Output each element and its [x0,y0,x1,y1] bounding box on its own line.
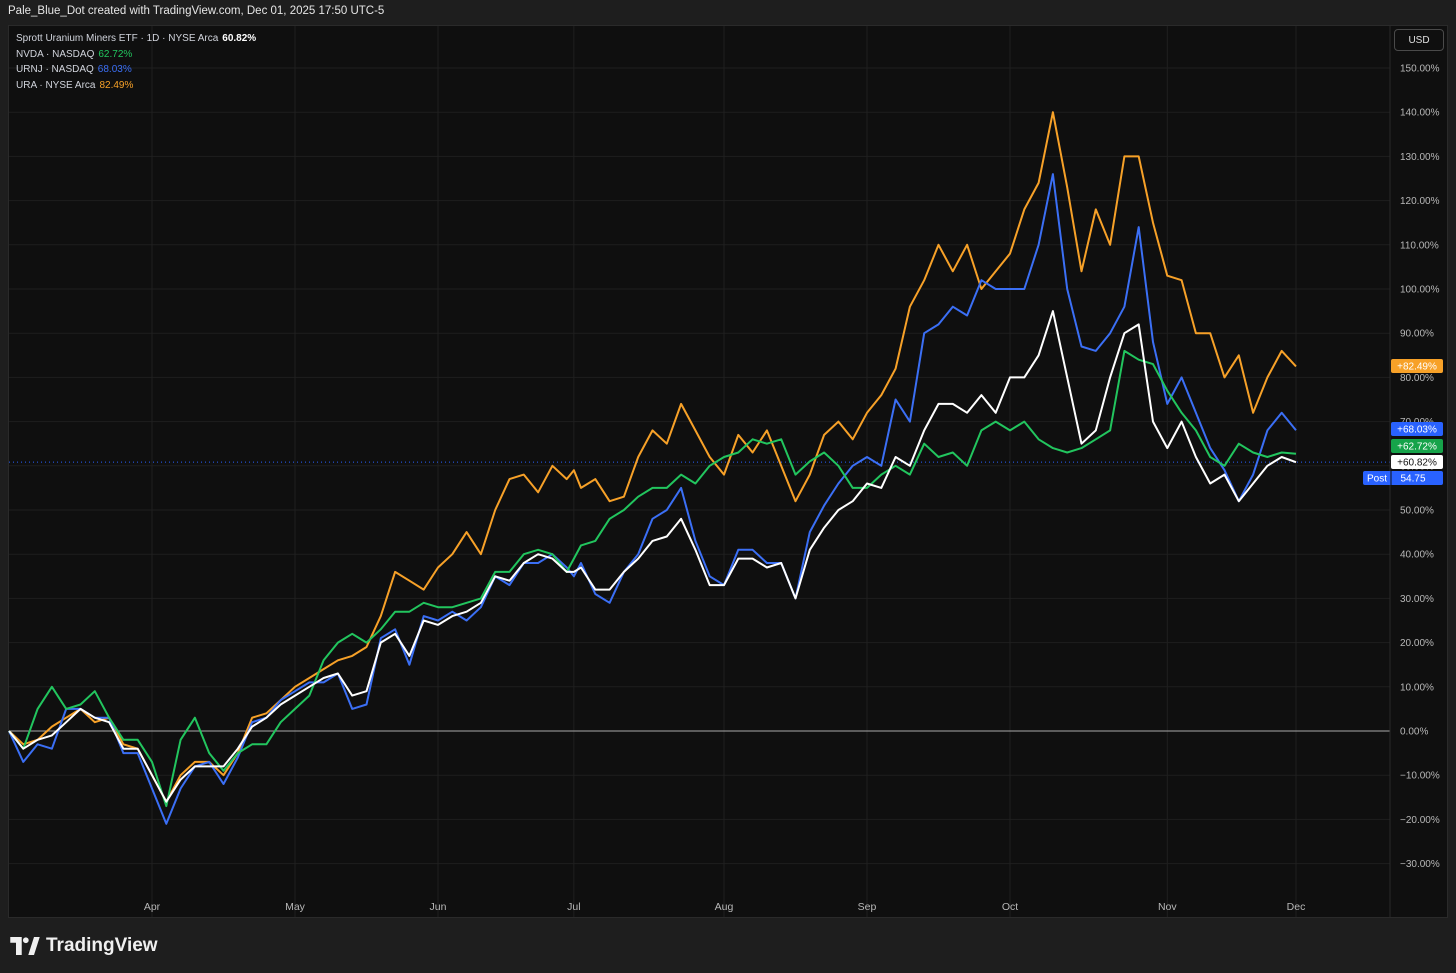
price-label: +82.49% [1391,359,1443,373]
legend: Sprott Uranium Miners ETF · 1D · NYSE Ar… [16,31,256,93]
price-label: +62.72% [1391,439,1443,453]
x-tick-label: Dec [1287,901,1306,913]
y-tick-label: 50.00% [1400,506,1434,517]
y-tick-label: 20.00% [1400,638,1434,649]
series-line[interactable] [8,310,1297,803]
svg-text:+82.49%: +82.49% [1397,362,1437,373]
y-tick-label: 100.00% [1400,285,1440,296]
x-tick-label: Jul [567,901,580,913]
y-tick-label: 140.00% [1400,108,1440,119]
y-tick-label: 10.00% [1400,682,1434,693]
x-tick-label: Oct [1002,901,1018,913]
series-lines [8,111,1297,825]
svg-text:54.75: 54.75 [1400,474,1425,485]
x-tick-label: May [285,901,306,913]
y-tick-label: 90.00% [1400,329,1434,340]
y-tick-label: −20.00% [1400,815,1440,826]
x-tick-label: Nov [1158,901,1177,913]
legend-value: 68.03% [97,64,132,75]
y-tick-label: 130.00% [1400,152,1440,163]
legend-item-urnj[interactable]: URNJ · NASDAQ 68.03% [16,62,256,78]
legend-label: URNJ · NASDAQ [16,64,94,75]
series-line[interactable] [8,173,1297,825]
grid-lines [9,26,1390,917]
tradingview-logo[interactable]: TradingView [10,935,158,957]
y-tick-label: 40.00% [1400,550,1434,561]
y-tick-label: 120.00% [1400,196,1440,207]
price-label: +60.82% [1391,455,1443,469]
post-price-label: Post 54.75 [1363,471,1443,485]
legend-label: NVDA · NASDAQ [16,48,95,60]
chart-panel[interactable] [8,25,1448,918]
svg-text:+62.72%: +62.72% [1397,442,1437,453]
x-tick-label: Sep [858,901,877,913]
x-tick-label: Aug [715,901,734,913]
legend-label: URA · NYSE Arca [16,79,96,91]
time-axis: Apr May Jun Jul Aug Sep Oct Nov Dec [144,901,1306,913]
y-tick-label: −10.00% [1400,771,1440,782]
x-tick-label: Jun [430,901,447,913]
y-tick-label: −30.00% [1400,859,1440,870]
series-line[interactable] [8,111,1297,803]
legend-value: 62.72% [98,48,133,60]
legend-item-main[interactable]: Sprott Uranium Miners ETF · 1D · NYSE Ar… [16,31,256,47]
y-tick-label: 150.00% [1400,64,1440,75]
series-line[interactable] [8,349,1297,808]
legend-value: 60.82% [222,33,257,44]
legend-value: 82.49% [99,79,134,91]
y-tick-label: 80.00% [1400,373,1434,384]
svg-text:+60.82%: +60.82% [1397,458,1437,469]
y-tick-label: 110.00% [1400,240,1439,251]
legend-label: Sprott Uranium Miners ETF · 1D · NYSE Ar… [16,33,219,44]
price-labels: +82.49% +68.03% +62.72% +60.82% Post 54.75 [1363,359,1443,485]
legend-item-nvda[interactable]: NVDA · NASDAQ 62.72% [16,47,256,63]
x-tick-label: Apr [144,901,161,913]
currency-button[interactable]: USD [1394,29,1444,51]
svg-text:+68.03%: +68.03% [1397,425,1437,436]
legend-item-ura[interactable]: URA · NYSE Arca 82.49% [16,78,256,94]
svg-text:Post: Post [1367,474,1387,485]
brand-name: TradingView [46,935,158,956]
attribution-text: Pale_Blue_Dot created with TradingView.c… [8,5,385,17]
price-label: +68.03% [1391,422,1443,436]
tradingview-logo-icon [10,937,40,955]
y-tick-label: 0.00% [1400,727,1428,738]
y-tick-label: 30.00% [1400,594,1434,605]
